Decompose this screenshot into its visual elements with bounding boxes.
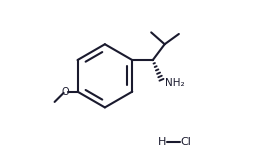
Text: NH₂: NH₂ xyxy=(165,78,185,88)
Text: O: O xyxy=(62,87,70,97)
Text: Cl: Cl xyxy=(181,137,192,147)
Text: H: H xyxy=(158,137,167,147)
